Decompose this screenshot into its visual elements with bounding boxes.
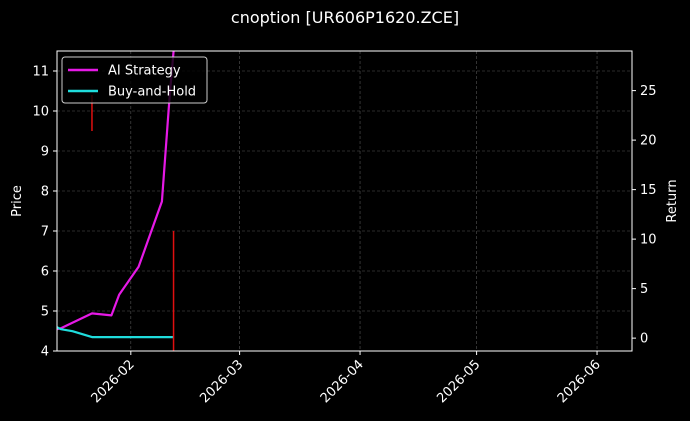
x-tick-label: 2026-06 xyxy=(555,357,604,406)
y-tick-label: 4 xyxy=(41,345,49,360)
y-tick-label: 6 xyxy=(41,265,49,280)
y-tick-label: 5 xyxy=(41,305,49,320)
chart-title: cnoption [UR606P1620.ZCE] xyxy=(230,8,460,27)
y2-tick-label: 10 xyxy=(640,233,657,248)
series-lines xyxy=(57,51,175,339)
y2-tick-label: 20 xyxy=(640,134,657,149)
y2-axis-label: Return xyxy=(665,179,680,222)
y-tick-label: 11 xyxy=(32,65,49,80)
y-tick-label: 7 xyxy=(41,225,49,240)
y-tick-label: 8 xyxy=(41,185,49,200)
x-tick-label: 2026-04 xyxy=(318,357,367,406)
x-tick-label: 2026-02 xyxy=(89,357,138,406)
trade-markers xyxy=(91,95,175,351)
legend: AI Strategy Buy-and-Hold xyxy=(61,56,208,104)
x-tick-label: 2026-05 xyxy=(434,357,483,406)
legend-label-buy-and-hold: Buy-and-Hold xyxy=(108,85,196,100)
legend-box xyxy=(61,56,208,104)
y-axis-label: Price xyxy=(10,185,25,217)
y2-tick-label: 5 xyxy=(640,282,648,297)
legend-label-ai-strategy: AI Strategy xyxy=(108,64,181,79)
y2-tick-label: 15 xyxy=(640,183,657,198)
plot-frame xyxy=(56,50,633,352)
y-tick-label: 9 xyxy=(41,145,49,160)
axes: 4 5 6 7 8 9 10 11 0 5 10 15 20 25 2026-02 2026-03 2026-0… xyxy=(32,65,656,407)
y-tick-label: 10 xyxy=(32,105,49,120)
y2-tick-label: 0 xyxy=(640,332,648,347)
x-tick-label: 2026-03 xyxy=(197,357,246,406)
series-line-1 xyxy=(57,326,174,339)
y2-tick-label: 25 xyxy=(640,84,657,99)
series-line-0 xyxy=(57,51,175,331)
